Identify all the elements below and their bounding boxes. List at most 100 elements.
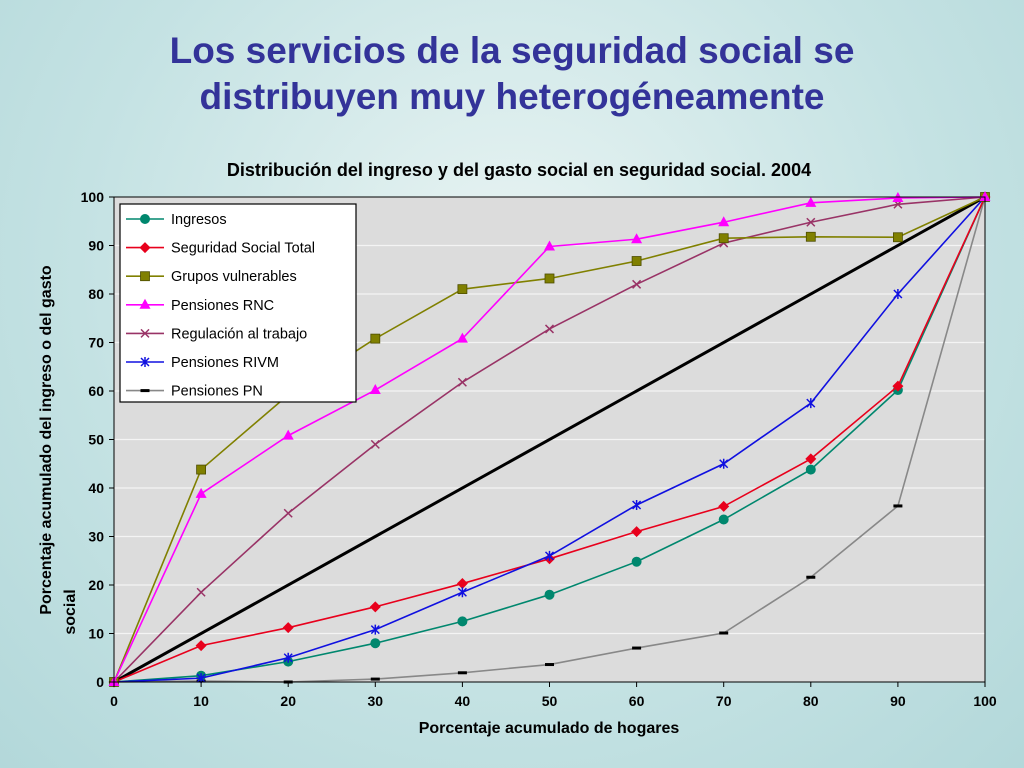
- data-point-pensiones-rivm: [283, 652, 293, 663]
- data-point-pensiones-rivm: [196, 673, 206, 684]
- legend-item-grupos-vulnerables: Grupos vulnerables: [126, 269, 297, 285]
- data-point-pensiones-rivm: [457, 587, 467, 598]
- legend-marker: [140, 328, 150, 338]
- x-tick-label: 20: [280, 693, 296, 709]
- data-point-grupos-vulnerables: [544, 273, 555, 284]
- legend-item-seguridad-social-total: Seguridad Social Total: [126, 241, 315, 257]
- x-tick-label: 60: [629, 693, 645, 709]
- y-tick-label: 40: [88, 480, 104, 496]
- data-point-seguridad-social-total: [718, 500, 730, 512]
- legend-box: [119, 203, 357, 403]
- data-point-pensiones-rnc: [631, 233, 643, 244]
- data-point-grupos-vulnerables: [718, 233, 729, 244]
- data-point-ingresos: [457, 616, 468, 627]
- data-point-pensiones-rnc: [195, 487, 207, 498]
- x-tick-label: 90: [890, 693, 906, 709]
- data-point-regulacion-al-trabajo: [806, 217, 816, 227]
- slide-title-line-1: Los servicios de la seguridad social se: [169, 30, 855, 71]
- data-point-pensiones-pn: [457, 671, 467, 675]
- legend-marker: [140, 357, 150, 367]
- y-axis-ticks: 0 10 20 30 40 50 60 70 80 90 100: [81, 189, 114, 690]
- data-point-ingresos: [544, 589, 555, 600]
- chart-title: Distribución del ingreso y del gasto soc…: [227, 160, 811, 180]
- x-tick-label: 50: [542, 693, 558, 709]
- data-point-pensiones-pn: [545, 663, 554, 667]
- data-point-regulacion-al-trabajo: [544, 324, 555, 334]
- y-tick-label: 20: [88, 577, 104, 593]
- legend-item-pensiones-rivm: Pensiones RIVM: [126, 355, 279, 371]
- data-point-grupos-vulnerables: [370, 333, 381, 344]
- y-tick-label: 90: [88, 238, 104, 254]
- data-point-pensiones-pn: [370, 677, 380, 681]
- data-point-pensiones-rnc: [456, 332, 468, 343]
- x-axis-label: Porcentaje acumulado de hogares: [419, 720, 680, 737]
- data-point-seguridad-social-total: [282, 622, 294, 634]
- x-tick-label: 80: [803, 693, 819, 709]
- y-tick-label: 30: [88, 529, 104, 545]
- legend-item-ingresos: Ingresos: [126, 212, 227, 228]
- data-point-pensiones-rnc: [718, 216, 730, 227]
- legend-label: Pensiones PN: [171, 384, 263, 400]
- data-point-pensiones-rnc: [282, 429, 294, 440]
- y-tick-label: 100: [81, 189, 105, 205]
- y-axis-label-line-2: social: [62, 589, 79, 634]
- data-point-seguridad-social-total: [631, 526, 643, 538]
- data-point-seguridad-social-total: [892, 380, 904, 392]
- x-tick-label: 40: [455, 693, 471, 709]
- legend-label: Pensiones RIVM: [171, 355, 279, 371]
- data-point-pensiones-pn: [632, 646, 642, 650]
- data-point-grupos-vulnerables: [805, 231, 816, 242]
- data-point-pensiones-rnc: [544, 240, 555, 251]
- equality-line: [113, 195, 986, 684]
- legend-label: Regulación al trabajo: [171, 326, 307, 342]
- data-point-regulacion-al-trabajo: [283, 508, 293, 518]
- data-point-ingresos: [805, 464, 816, 475]
- data-point-pensiones-rivm: [632, 499, 642, 510]
- legend-item-pensiones-rnc: Pensiones RNC: [126, 298, 274, 314]
- legend: Ingresos Seguridad Social Total Grupos vul…: [119, 203, 357, 403]
- data-point-regulacion-al-trabajo: [457, 377, 467, 387]
- y-tick-label: 80: [88, 286, 104, 302]
- legend-label: Pensiones RNC: [171, 298, 274, 314]
- y-axis-label-line-1: Porcentaje acumulado del ingreso o del g…: [38, 265, 55, 615]
- x-tick-label: 30: [368, 693, 384, 709]
- legend-label: Grupos vulnerables: [171, 269, 297, 285]
- data-point-ingresos: [370, 638, 381, 649]
- y-tick-label: 50: [88, 432, 104, 448]
- data-point-seguridad-social-total: [369, 601, 381, 613]
- legend-item-regulacion-al-trabajo: Regulación al trabajo: [126, 326, 307, 342]
- x-tick-label: 100: [973, 693, 997, 709]
- legend-item-pensiones-pn: Pensiones PN: [126, 384, 263, 400]
- x-tick-label: 70: [716, 693, 732, 709]
- data-point-ingresos: [631, 556, 642, 567]
- x-tick-label: 10: [193, 693, 209, 709]
- data-point-regulacion-al-trabajo: [196, 587, 206, 597]
- legend-label: Ingresos: [171, 212, 227, 228]
- legend-marker: [140, 271, 150, 282]
- x-tick-label: 0: [110, 693, 118, 709]
- y-tick-label: 60: [88, 383, 104, 399]
- data-point-pensiones-rivm: [544, 550, 555, 561]
- data-point-ingresos: [718, 514, 729, 525]
- data-point-pensiones-rnc: [979, 191, 991, 201]
- data-point-pensiones-rivm: [806, 398, 816, 409]
- legend-marker: [139, 298, 151, 309]
- data-point-pensiones-rivm: [893, 289, 903, 299]
- y-axis-label: Porcentaje acumulado del ingreso o del g…: [38, 265, 79, 635]
- data-point-regulacion-al-trabajo: [632, 279, 642, 289]
- slide-title: Los servicios de la seguridad social se …: [0, 28, 1024, 120]
- slide-title-line-2: distribuyen muy heterogéneamente: [199, 76, 825, 117]
- data-point-grupos-vulnerables: [196, 464, 207, 475]
- data-point-grupos-vulnerables: [457, 284, 468, 295]
- legend-marker: [139, 242, 151, 254]
- data-point-grupos-vulnerables: [631, 256, 642, 266]
- equality-diagonal: [113, 195, 986, 684]
- y-tick-label: 10: [88, 626, 104, 642]
- data-point-seguridad-social-total: [456, 578, 468, 590]
- data-point-pensiones-rivm: [370, 624, 380, 635]
- data-point-pensiones-rnc: [805, 196, 817, 207]
- data-point-pensiones-rnc: [369, 384, 381, 395]
- data-point-seguridad-social-total: [195, 640, 207, 652]
- legend-label: Seguridad Social Total: [171, 241, 315, 257]
